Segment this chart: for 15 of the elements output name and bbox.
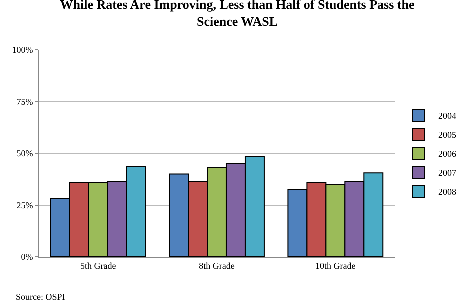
y-tick-label: 75%: [16, 96, 34, 107]
x-tick-label: 5th Grade: [80, 260, 116, 271]
legend-label: 2005: [438, 130, 458, 140]
x-tick-label: 10th Grade: [316, 260, 356, 271]
legend-label: 2008: [438, 187, 458, 198]
y-tick-label: 0%: [21, 252, 34, 262]
y-tick-label: 50%: [16, 148, 34, 159]
x-tick-label: 8th Grade: [199, 260, 235, 271]
chart-title: While Rates Are Improving, Less than Half of Students Pass the Science WASL: [60, 0, 415, 30]
legend-label: 2006: [438, 149, 458, 160]
source-note: Source: OSPI: [16, 292, 66, 302]
legend-label: 2004: [438, 111, 458, 122]
legend-label: 2007: [438, 168, 458, 178]
y-tick-label: 25%: [16, 200, 34, 210]
y-tick-label: 100%: [12, 45, 34, 56]
